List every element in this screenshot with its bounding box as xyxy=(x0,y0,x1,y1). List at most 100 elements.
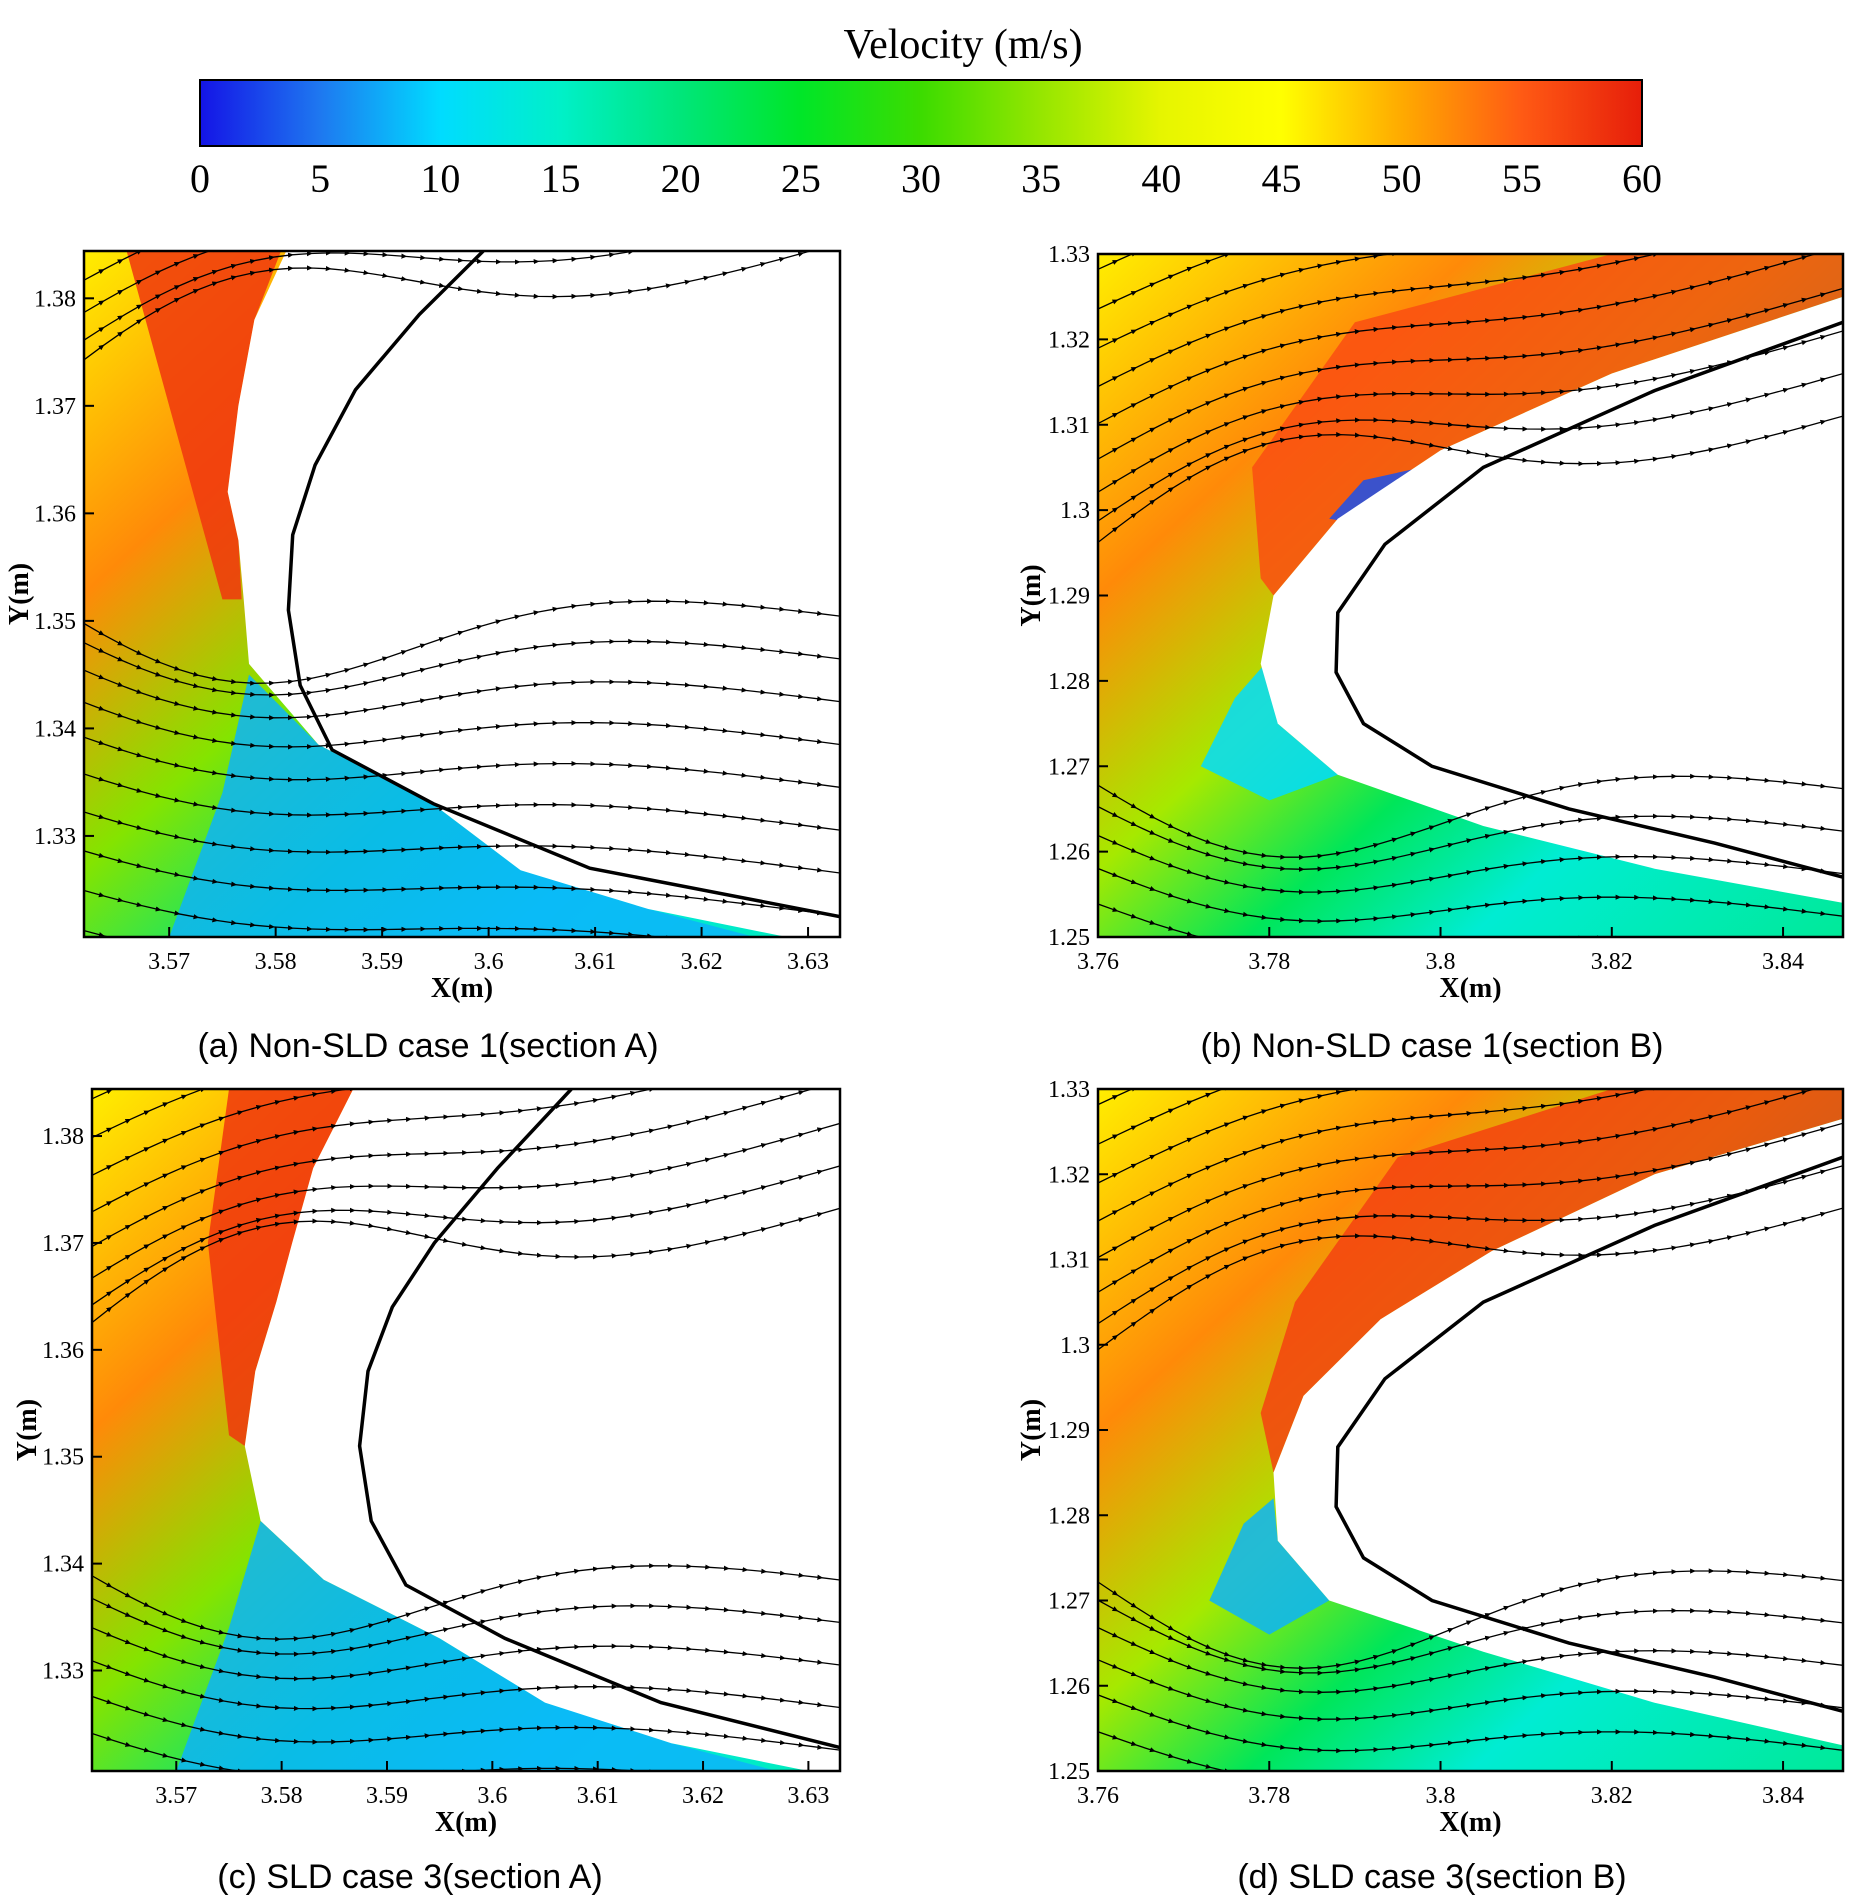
velocity-region-2 xyxy=(1200,663,1338,801)
x-tick-label: 3.76 xyxy=(1077,1783,1119,1809)
x-tick-label: 3.84 xyxy=(1762,949,1804,975)
panel-b: 3.76 3.78 3.8 3.82 3.84 1.25 1.26 1.27 1.28 1.29 1… xyxy=(1016,242,1845,1004)
colorbar-tick-7: 35 xyxy=(1021,156,1061,201)
y-tick-label: 1.31 xyxy=(1048,1248,1090,1274)
x-tick-label: 3.8 xyxy=(1426,1783,1456,1809)
x-tick-label: 3.61 xyxy=(574,949,616,975)
colorbar-tick-2: 10 xyxy=(420,156,460,201)
plot-area xyxy=(1098,254,1843,937)
x-tick-label: 3.57 xyxy=(155,1783,197,1809)
x-tick-label: 3.59 xyxy=(366,1783,408,1809)
streamline-7 xyxy=(84,736,840,788)
streamline-8 xyxy=(92,1563,840,1642)
colorbar-tick-1: 5 xyxy=(310,156,330,201)
x-axis-label: X(m) xyxy=(1439,973,1501,1004)
streamline-4 xyxy=(1098,867,1843,924)
streamline-3 xyxy=(92,1732,824,1771)
x-tick-label: 3.76 xyxy=(1077,949,1119,975)
colorbar-tick-3: 15 xyxy=(541,156,581,201)
airfoil-outline xyxy=(1334,320,1843,879)
y-tick-label: 1.35 xyxy=(34,609,76,635)
panel-d: 3.76 3.78 3.8 3.82 3.84 1.25 1.26 1.27 1.28 1.29 1… xyxy=(1016,1077,1845,1838)
streamline-8 xyxy=(1098,1568,1843,1671)
x-tick-label: 3.82 xyxy=(1591,949,1633,975)
x-tick-label: 3.78 xyxy=(1248,1783,1290,1809)
y-tick-label: 1.28 xyxy=(1048,669,1090,695)
caption-b: (b) Non-SLD case 1(section B) xyxy=(1201,1027,1664,1065)
x-tick-label: 3.6 xyxy=(477,1783,507,1809)
caption-c: (c) SLD case 3(section A) xyxy=(217,1858,602,1895)
y-tick-label: 1.3 xyxy=(1060,1333,1090,1359)
y-tick-label: 1.32 xyxy=(1048,1162,1090,1188)
y-tick-label: 1.33 xyxy=(1048,242,1090,268)
colorbar-tick-4: 20 xyxy=(661,156,701,201)
x-tick-label: 3.8 xyxy=(1426,949,1456,975)
x-tick-label: 3.58 xyxy=(261,1783,303,1809)
streamline-4 xyxy=(92,1695,840,1751)
y-tick-label: 1.25 xyxy=(1048,925,1090,951)
y-tick-label: 1.3 xyxy=(1060,498,1090,524)
y-tick-label: 1.36 xyxy=(34,501,76,527)
colorbar-tick-labels: 0 5 10 15 20 25 30 35 40 45 50 55 60 xyxy=(190,156,1662,201)
colorbar: Velocity (m/s) 0 5 10 15 20 25 30 35 40 45 50 55 60 xyxy=(190,22,1662,201)
caption-a: (a) Non-SLD case 1(section A) xyxy=(197,1027,658,1065)
y-tick-label: 1.37 xyxy=(42,1231,84,1257)
plot-area xyxy=(1098,1089,1843,1771)
y-tick-label: 1.34 xyxy=(34,716,76,742)
streamline-11 xyxy=(84,598,840,686)
airfoil-outline xyxy=(286,251,840,919)
y-tick-label: 1.26 xyxy=(1048,1674,1090,1700)
x-tick-label: 3.62 xyxy=(682,1783,724,1809)
x-tick-label: 3.82 xyxy=(1591,1783,1633,1809)
panel-c: 3.57 3.58 3.59 3.6 3.61 3.62 3.63 1.33 1.34 1.35 1… xyxy=(12,1087,842,1838)
y-axis-label: Y(m) xyxy=(4,563,35,625)
y-tick-label: 1.35 xyxy=(42,1445,84,1471)
streamline-6 xyxy=(84,773,840,831)
x-axis-label: X(m) xyxy=(435,1807,497,1838)
streamline-8 xyxy=(84,701,840,750)
y-tick-label: 1.27 xyxy=(1048,754,1090,780)
colorbar-tick-9: 45 xyxy=(1262,156,1302,201)
x-tick-label: 3.62 xyxy=(681,949,723,975)
streamline-4 xyxy=(84,850,840,917)
y-tick-label: 1.38 xyxy=(34,286,76,312)
colorbar-tick-10: 50 xyxy=(1382,156,1422,201)
x-tick-label: 3.78 xyxy=(1248,949,1290,975)
y-tick-label: 1.36 xyxy=(42,1338,84,1364)
streamline-16 xyxy=(92,1089,824,1100)
x-tick-label: 3.63 xyxy=(787,949,829,975)
x-tick-label: 3.6 xyxy=(474,949,504,975)
airfoil-outline xyxy=(1334,1155,1843,1713)
plot-area xyxy=(92,1089,840,1771)
plot-area xyxy=(84,251,840,937)
streamline-7 xyxy=(1098,773,1843,860)
y-tick-label: 1.29 xyxy=(1048,584,1090,610)
y-tick-label: 1.25 xyxy=(1048,1759,1090,1785)
y-axis-label: Y(m) xyxy=(12,1399,43,1461)
airfoil-outline xyxy=(357,1089,840,1750)
colorbar-tick-6: 30 xyxy=(901,156,941,201)
x-axis-label: X(m) xyxy=(431,973,493,1004)
y-tick-label: 1.38 xyxy=(42,1124,84,1150)
x-tick-label: 3.84 xyxy=(1762,1783,1804,1809)
y-axis-label: Y(m) xyxy=(1016,1399,1047,1461)
y-axis-label: Y(m) xyxy=(1016,564,1047,626)
colorbar-tick-5: 25 xyxy=(781,156,821,201)
y-tick-label: 1.33 xyxy=(34,824,76,850)
x-axis-label: X(m) xyxy=(1439,1807,1501,1838)
x-tick-label: 3.57 xyxy=(148,949,190,975)
streamline-16 xyxy=(1098,1089,1827,1106)
y-tick-label: 1.34 xyxy=(42,1552,84,1578)
y-tick-label: 1.29 xyxy=(1048,1418,1090,1444)
y-tick-label: 1.27 xyxy=(1048,1589,1090,1615)
colorbar-tick-8: 40 xyxy=(1141,156,1181,201)
y-tick-label: 1.33 xyxy=(42,1659,84,1685)
x-tick-label: 3.63 xyxy=(787,1783,829,1809)
plot-frame xyxy=(90,1087,842,1773)
x-tick-label: 3.58 xyxy=(255,949,297,975)
colorbar-title: Velocity (m/s) xyxy=(843,22,1082,68)
y-tick-label: 1.26 xyxy=(1048,840,1090,866)
colorbar-tick-0: 0 xyxy=(190,156,210,201)
x-tick-label: 3.61 xyxy=(577,1783,619,1809)
